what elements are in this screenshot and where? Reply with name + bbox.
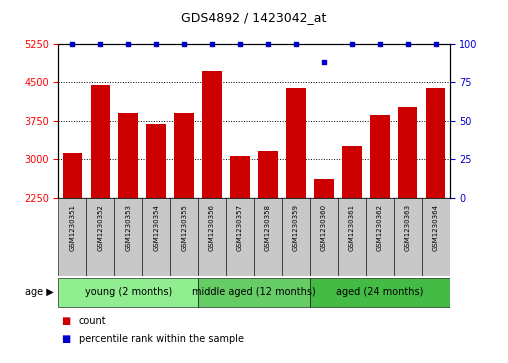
Bar xyxy=(310,198,338,276)
Text: GSM1230358: GSM1230358 xyxy=(265,204,271,251)
Bar xyxy=(146,124,166,198)
Bar xyxy=(62,153,82,198)
Text: GSM1230361: GSM1230361 xyxy=(349,204,355,251)
Text: count: count xyxy=(79,316,106,326)
Bar xyxy=(338,198,366,276)
Text: ■: ■ xyxy=(61,316,70,326)
Bar xyxy=(198,198,226,276)
Text: percentile rank within the sample: percentile rank within the sample xyxy=(79,334,244,344)
Text: GSM1230363: GSM1230363 xyxy=(405,204,410,251)
Text: GSM1230364: GSM1230364 xyxy=(433,204,438,251)
Point xyxy=(152,41,160,46)
Point xyxy=(180,41,188,46)
Bar xyxy=(198,277,310,307)
Text: GSM1230360: GSM1230360 xyxy=(321,204,327,251)
Point xyxy=(375,41,384,46)
Text: aged (24 months): aged (24 months) xyxy=(336,286,423,297)
Text: ■: ■ xyxy=(61,334,70,344)
Bar xyxy=(398,107,418,198)
Bar xyxy=(86,198,114,276)
Bar xyxy=(254,198,282,276)
Text: young (2 months): young (2 months) xyxy=(85,286,172,297)
Point xyxy=(68,41,76,46)
Bar xyxy=(370,114,390,198)
Point xyxy=(403,41,411,46)
Bar xyxy=(118,113,138,198)
Text: GSM1230357: GSM1230357 xyxy=(237,204,243,251)
Text: GSM1230353: GSM1230353 xyxy=(125,204,131,251)
Point xyxy=(292,41,300,46)
Bar xyxy=(58,198,86,276)
Text: age ▶: age ▶ xyxy=(24,287,53,297)
Bar xyxy=(142,198,170,276)
Text: GSM1230362: GSM1230362 xyxy=(377,204,383,251)
Point xyxy=(347,41,356,46)
Point xyxy=(124,41,132,46)
Bar xyxy=(394,198,422,276)
Text: GDS4892 / 1423042_at: GDS4892 / 1423042_at xyxy=(181,11,327,24)
Text: GSM1230355: GSM1230355 xyxy=(181,204,187,251)
Point xyxy=(320,59,328,65)
Bar xyxy=(314,179,334,198)
Bar xyxy=(90,85,110,198)
Point xyxy=(208,41,216,46)
Bar xyxy=(342,146,362,198)
Bar xyxy=(226,198,254,276)
Bar xyxy=(282,198,310,276)
Bar xyxy=(202,71,222,198)
Bar xyxy=(58,277,198,307)
Bar xyxy=(366,198,394,276)
Text: GSM1230356: GSM1230356 xyxy=(209,204,215,251)
Text: GSM1230359: GSM1230359 xyxy=(293,204,299,251)
Point xyxy=(236,41,244,46)
Text: middle aged (12 months): middle aged (12 months) xyxy=(192,286,316,297)
Text: GSM1230352: GSM1230352 xyxy=(98,204,103,251)
Bar xyxy=(174,113,194,198)
Point xyxy=(431,41,439,46)
Bar xyxy=(426,88,446,198)
Bar xyxy=(230,156,250,198)
Bar xyxy=(114,198,142,276)
Text: GSM1230354: GSM1230354 xyxy=(153,204,159,251)
Bar xyxy=(170,198,198,276)
Point xyxy=(264,41,272,46)
Bar xyxy=(286,88,306,198)
Point xyxy=(96,41,104,46)
Bar xyxy=(310,277,450,307)
Bar xyxy=(258,151,278,198)
Bar xyxy=(422,198,450,276)
Text: GSM1230351: GSM1230351 xyxy=(70,204,75,251)
